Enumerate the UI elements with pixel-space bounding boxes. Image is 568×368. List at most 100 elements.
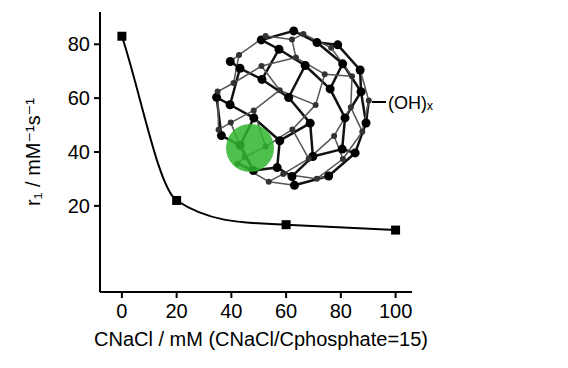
atom xyxy=(313,38,322,47)
atom xyxy=(326,84,335,93)
atom xyxy=(236,52,242,58)
atom xyxy=(333,40,342,49)
plot-area xyxy=(117,32,400,235)
atom xyxy=(340,156,346,162)
atom xyxy=(290,181,299,190)
fit-line xyxy=(122,36,396,230)
atom xyxy=(215,89,221,95)
bond xyxy=(239,36,266,55)
atom xyxy=(313,102,319,108)
bond xyxy=(330,89,345,118)
bond xyxy=(262,58,296,66)
atom xyxy=(277,87,283,93)
atom xyxy=(266,179,272,185)
bond xyxy=(261,31,293,40)
atom xyxy=(349,73,355,79)
atom xyxy=(231,80,237,86)
x-tick-label: 80 xyxy=(330,300,352,322)
atom xyxy=(357,87,366,96)
y-tick xyxy=(94,97,100,99)
y-tick-label: 80 xyxy=(68,33,90,55)
bond xyxy=(283,159,308,174)
y-tick xyxy=(94,151,100,153)
bond xyxy=(280,90,316,105)
bond xyxy=(303,34,331,48)
annotation: (OH)ₓ xyxy=(388,93,433,113)
atom xyxy=(259,63,265,69)
data-point xyxy=(117,32,126,41)
bond xyxy=(262,79,289,97)
atom xyxy=(293,55,299,61)
atom xyxy=(328,45,334,51)
bond xyxy=(316,74,325,105)
x-tick-label: 20 xyxy=(166,300,188,322)
atom xyxy=(331,133,337,139)
data-point xyxy=(172,196,181,205)
x-tick xyxy=(340,292,342,298)
y-axis-title: r₁ / mM⁻¹s⁻¹ xyxy=(22,98,44,206)
fullerene-inset: (OH)ₓ xyxy=(212,26,433,189)
atom xyxy=(273,163,282,172)
bond xyxy=(338,45,360,70)
atom xyxy=(275,136,284,145)
atom xyxy=(348,104,354,110)
atom xyxy=(288,172,297,181)
bond xyxy=(351,107,362,131)
atom xyxy=(359,129,365,135)
atom xyxy=(257,75,266,84)
atom xyxy=(322,71,328,77)
bond xyxy=(331,48,352,76)
gd-sphere xyxy=(226,124,274,172)
x-tick-label: 40 xyxy=(220,300,242,322)
bond xyxy=(305,65,330,88)
y-tick xyxy=(94,205,100,207)
atom xyxy=(226,100,235,109)
background xyxy=(0,0,568,368)
bond xyxy=(292,129,308,158)
atom xyxy=(366,98,372,104)
atom xyxy=(263,33,269,39)
atom xyxy=(289,26,298,35)
atom xyxy=(289,126,295,132)
atom xyxy=(300,31,306,37)
x-axis xyxy=(100,291,412,293)
x-tick-label: 0 xyxy=(116,300,127,322)
atom xyxy=(351,148,360,157)
atom xyxy=(284,93,293,102)
x-tick xyxy=(121,292,123,298)
atom xyxy=(274,45,283,54)
atom xyxy=(338,59,347,68)
atom xyxy=(216,127,222,133)
atom xyxy=(356,66,365,75)
atom xyxy=(362,118,371,127)
bond xyxy=(266,36,292,40)
bond xyxy=(292,105,315,130)
x-tick xyxy=(230,292,232,298)
atom xyxy=(341,113,350,122)
atom xyxy=(306,156,312,162)
bond xyxy=(329,153,355,176)
x-axis-title: CNaCl / mM (CNaCl/Cphosphate=15) xyxy=(94,328,428,350)
bond xyxy=(296,58,325,75)
x-tick xyxy=(285,292,287,298)
x-tick-label: 60 xyxy=(275,300,297,322)
atom xyxy=(289,37,295,43)
y-tick-label: 20 xyxy=(68,195,90,217)
y-tick-label: 60 xyxy=(68,87,90,109)
oh-bond xyxy=(372,101,386,103)
x-tick xyxy=(395,292,397,298)
bond xyxy=(310,123,313,156)
bond xyxy=(351,76,352,107)
data-point xyxy=(391,226,400,235)
atom xyxy=(228,120,234,126)
bond xyxy=(325,74,352,76)
bond xyxy=(289,65,306,97)
bond xyxy=(334,107,351,136)
bond xyxy=(343,132,362,159)
y-tick xyxy=(94,43,100,45)
bond xyxy=(279,49,305,65)
atom xyxy=(306,119,315,128)
atom xyxy=(249,113,258,122)
atom xyxy=(226,57,235,66)
atom xyxy=(235,64,244,73)
